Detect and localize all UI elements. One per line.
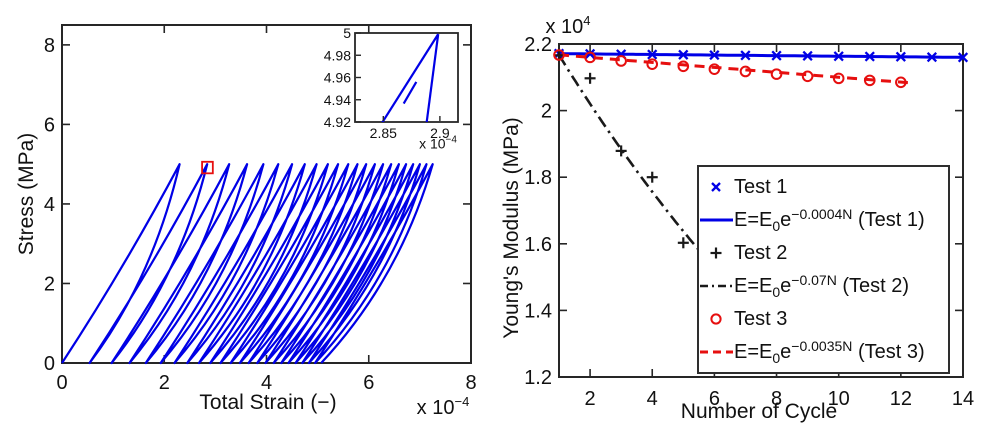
- tick-label: 1.4: [524, 300, 552, 322]
- multiplier-exponent: −4: [454, 394, 470, 410]
- markers-test-3: [553, 49, 907, 89]
- right-x-axis-label: Number of Cycle: [680, 400, 838, 423]
- legend-row-test1-fit: E=E0e−0.0004N (Test 1): [699, 204, 948, 236]
- tick-label: 1.8: [524, 167, 552, 189]
- legend-plus-marker-icon: [699, 242, 734, 264]
- multiplier-exponent: 4: [583, 13, 591, 29]
- tick-label: 2.85: [370, 125, 397, 141]
- stress-strain-loops: [61, 163, 434, 365]
- legend-circle-marker-icon: [699, 308, 734, 330]
- legend-row-test2-marker: Test 2: [699, 237, 948, 269]
- fit-line-e-e0e-0-07n-test-2-: [557, 54, 703, 255]
- tick-label: 2: [44, 273, 55, 295]
- tick-label: 2: [541, 101, 552, 123]
- tick-label: 1.6: [524, 234, 552, 256]
- left-axes-ticks: 0 2 4 6 8 0 2 4 6 8: [44, 26, 477, 394]
- tick-label: 8: [44, 35, 55, 57]
- right-y-axis-label: Young's Modulus (MPa): [500, 117, 523, 339]
- tick-label: 4.94: [324, 92, 351, 108]
- tick-label: 4: [44, 194, 55, 216]
- tick-label: 6: [363, 372, 374, 394]
- tick-label: 4.98: [324, 47, 351, 63]
- right-axes-ticks: 2 4 6 8 10 12 14 1.2 1.4 1.6 1.8 2 2.2: [524, 34, 974, 410]
- legend-box: Test 1 E=E0e−0.0004N (Test 1) Test 2 E=E…: [697, 165, 950, 374]
- legend-row-test2-fit: E=E0e−0.07N (Test 2): [699, 270, 948, 302]
- legend-dashdot-line-icon: [699, 275, 734, 297]
- multiplier-base: x 10: [545, 15, 584, 38]
- legend-dashed-line-icon: [699, 341, 734, 363]
- tick-label: 2.9: [430, 125, 450, 141]
- tick-label: 2: [585, 388, 596, 410]
- legend-row-test3-marker: Test 3: [699, 303, 948, 335]
- tick-label: 6: [709, 388, 720, 410]
- inset-x-axis-multiplier: x 10−4: [419, 135, 457, 152]
- multiplier-exponent: −4: [445, 134, 457, 146]
- left-x-axis-label: Total Strain (−): [199, 391, 337, 414]
- tick-label: 6: [44, 114, 55, 136]
- inset-next-cycle-loading: [402, 81, 418, 105]
- youngs-modulus-plot: 2 4 6 8 10 12 14 1.2 1.4 1.6 1.8 2 2.2: [524, 34, 974, 410]
- legend-label: Test 3: [734, 308, 788, 331]
- inset-unloading-curve: [425, 33, 440, 122]
- legend-label: E=E0e−0.0004N (Test 1): [734, 205, 925, 234]
- inset-curves: [381, 33, 440, 122]
- tick-label: 8: [465, 372, 476, 394]
- multiplier-base: x 10: [416, 396, 455, 419]
- legend-solid-line-icon: [699, 209, 734, 231]
- legend-x-marker-icon: [699, 176, 734, 198]
- legend-label: Test 2: [734, 241, 788, 264]
- zoom-region-marker: [201, 160, 214, 175]
- legend-row-test3-fit: E=E0e−0.0035N (Test 3): [699, 336, 948, 368]
- tick-label: 2.2: [524, 34, 552, 56]
- zoom-inset: 2.85 2.9 5 4.98 4.96 4.94 4.92: [324, 25, 459, 141]
- tick-label: 4.92: [324, 114, 351, 130]
- fit-line-e-e0e-0-0035n-test-3-: [558, 53, 912, 85]
- tick-label: 4.96: [324, 70, 351, 86]
- markers-test-1: [553, 48, 969, 63]
- legend-label: E=E0e−0.0035N (Test 3): [734, 338, 925, 367]
- right-y-axis-multiplier: x 104: [545, 13, 590, 39]
- tick-label: 8: [771, 388, 782, 410]
- tick-label: 4: [647, 388, 658, 410]
- tick-label: 0: [56, 372, 67, 394]
- tick-label: 1.2: [524, 367, 552, 389]
- left-y-axis-label: Stress (MPa): [15, 132, 38, 256]
- multiplier-base: x 10: [419, 135, 446, 152]
- tick-label: 2: [159, 372, 170, 394]
- legend-label: Test 1: [734, 175, 788, 198]
- left-x-axis-multiplier: x 10−4: [417, 394, 470, 420]
- tick-label: 0: [44, 353, 55, 375]
- tick-label: 14: [952, 388, 974, 410]
- tick-label: 10: [828, 388, 850, 410]
- legend-label: E=E0e−0.07N (Test 2): [734, 272, 910, 301]
- markers-test-2: [553, 49, 689, 249]
- tick-label: 5: [343, 25, 351, 41]
- inset-loading-curve: [381, 33, 440, 122]
- legend-row-test1-marker: Test 1: [699, 171, 948, 203]
- fit-line-e-e0e-0-0004n-test-1-: [558, 52, 964, 59]
- tick-label: 12: [890, 388, 912, 410]
- tick-label: 4: [261, 372, 272, 394]
- stress-strain-plot: 0 2 4 6 8 0 2 4 6 8 2.85 2.9 5 4.98 4.96 4.94 4.92: [44, 24, 477, 394]
